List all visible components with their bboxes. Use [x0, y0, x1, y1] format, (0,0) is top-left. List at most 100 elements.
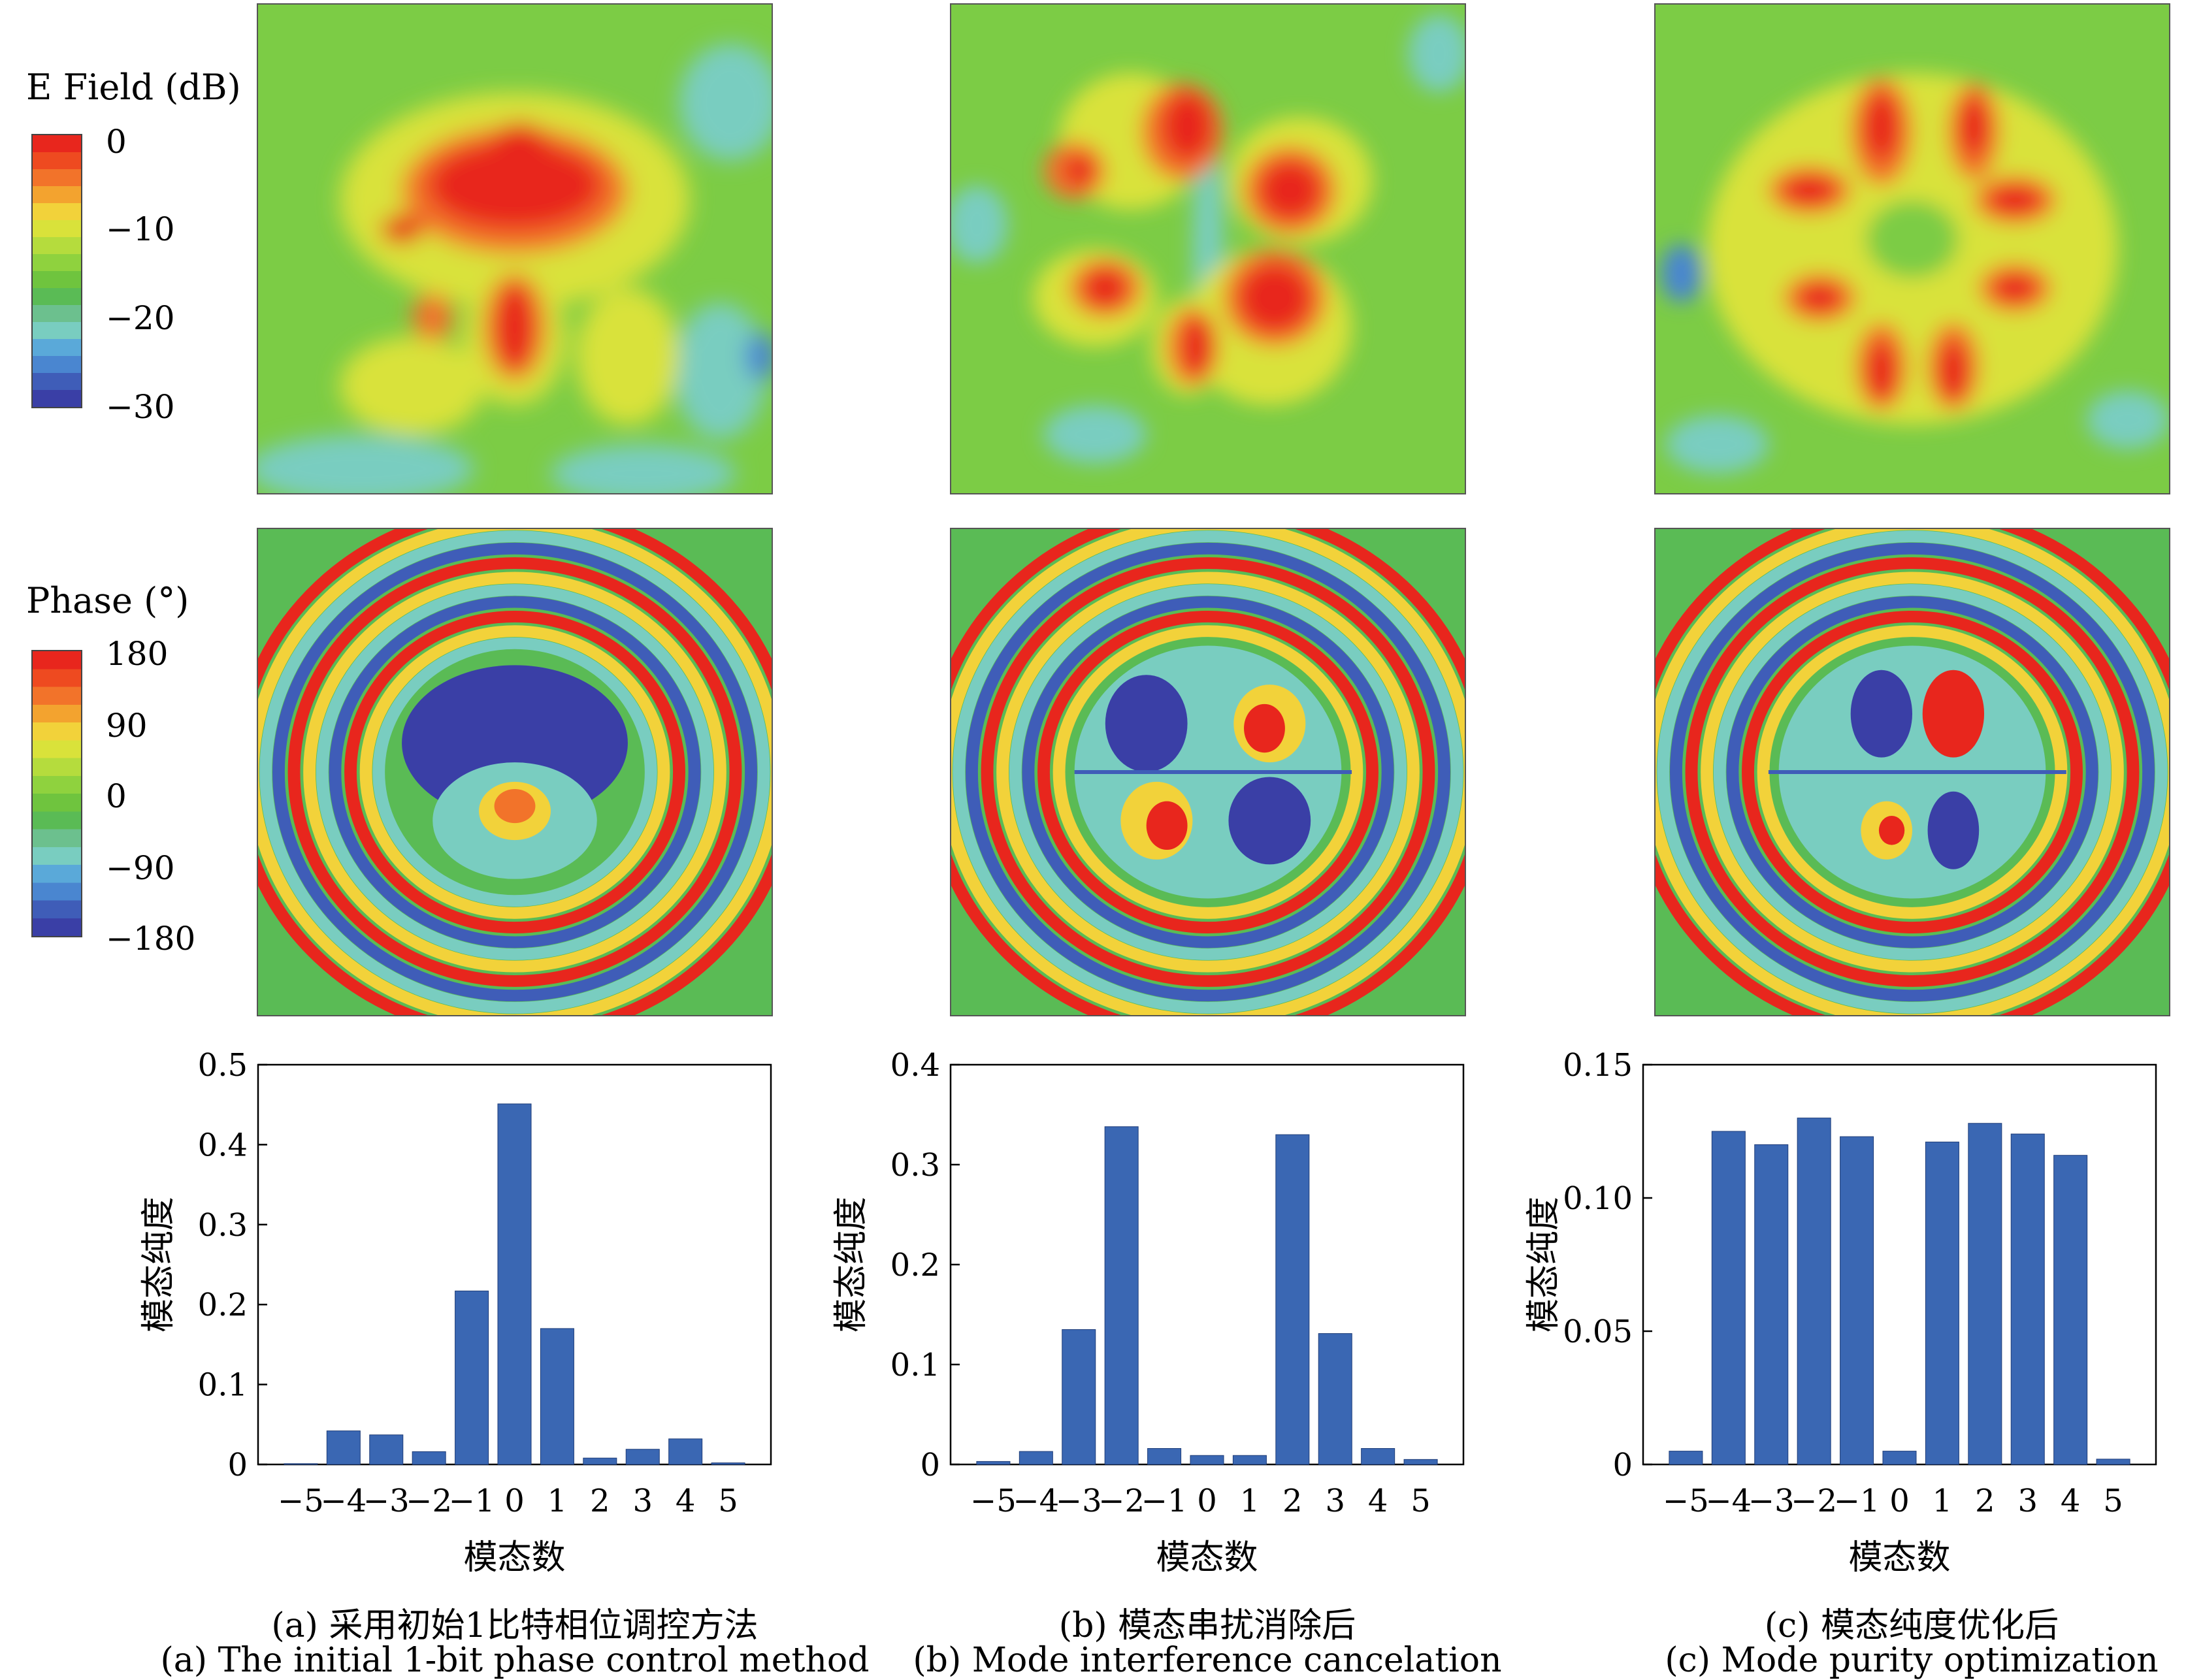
- bar--1: [455, 1290, 489, 1465]
- bar--2: [1797, 1118, 1831, 1465]
- x-tick-label: 5: [1411, 1483, 1431, 1519]
- x-tick-label: 4: [2061, 1483, 2081, 1519]
- y-tick-label: 0.1: [890, 1347, 940, 1383]
- x-tick-label: 4: [1368, 1483, 1388, 1519]
- caption-c-en: (c) Mode purity optimization: [1665, 1641, 2159, 1680]
- bar-4: [668, 1438, 703, 1465]
- x-tick-label: −5: [970, 1483, 1017, 1519]
- caption-b-zh: (b) 模态串扰消除后: [1058, 1606, 1356, 1645]
- x-axis-label: 模态数: [463, 1538, 565, 1577]
- y-tick-label: 0.5: [198, 1047, 248, 1084]
- bar-3: [1318, 1333, 1352, 1465]
- x-tick-label: 0: [504, 1483, 525, 1519]
- x-tick-label: −4: [1013, 1483, 1059, 1519]
- field-map-a: [257, 3, 773, 494]
- x-axis-label: 模态数: [1156, 1538, 1258, 1577]
- x-tick-label: 1: [547, 1483, 568, 1519]
- bar-3: [625, 1449, 660, 1465]
- x-tick-label: 0: [1197, 1483, 1217, 1519]
- y-tick-label: 0.3: [890, 1147, 940, 1184]
- bar-5: [711, 1462, 745, 1465]
- bar-1: [1925, 1141, 1959, 1465]
- y-tick-label: 0: [920, 1447, 940, 1483]
- x-tick-label: −2: [1098, 1483, 1145, 1519]
- caption-b-en: (b) Mode interference cancelation: [913, 1641, 1502, 1680]
- field-colorbar-tick: 0: [106, 123, 127, 161]
- field-colorbar: [31, 134, 82, 408]
- phase-colorbar-title: Phase (°): [26, 580, 189, 621]
- bar-4: [2053, 1155, 2088, 1465]
- bar--5: [976, 1461, 1011, 1465]
- bar-0: [1882, 1451, 1917, 1465]
- y-axis-label: 模态纯度: [139, 1197, 178, 1333]
- caption-a-en: (a) The initial 1-bit phase control meth…: [160, 1641, 870, 1680]
- x-tick-label: −3: [1748, 1483, 1795, 1519]
- phase-colorbar-tick: −90: [106, 849, 175, 887]
- x-tick-label: 5: [2103, 1483, 2123, 1519]
- y-tick-label: 0.2: [198, 1287, 248, 1323]
- phase-colorbar-tick: 0: [106, 777, 127, 815]
- y-tick-label: 0.3: [198, 1207, 248, 1244]
- bar-2: [1968, 1123, 2002, 1465]
- y-tick-label: 0: [1612, 1447, 1633, 1483]
- y-tick-label: 0.4: [890, 1047, 940, 1084]
- bar--3: [1062, 1329, 1096, 1465]
- x-tick-label: 5: [718, 1483, 738, 1519]
- caption-c-zh: (c) 模态纯度优化后: [1764, 1606, 2059, 1645]
- field-colorbar-tick: −10: [106, 210, 175, 248]
- phase-map-b: [950, 528, 1466, 1016]
- bar--3: [369, 1434, 404, 1465]
- bar--1: [1147, 1448, 1182, 1465]
- x-tick-label: 3: [632, 1483, 653, 1519]
- x-tick-label: 2: [1282, 1483, 1303, 1519]
- x-tick-label: −2: [1791, 1483, 1837, 1519]
- y-tick-label: 0.05: [1563, 1314, 1633, 1350]
- y-axis-label: 模态纯度: [1524, 1197, 1563, 1333]
- x-tick-label: 2: [1975, 1483, 1995, 1519]
- bar-5: [1403, 1459, 1438, 1465]
- bar--2: [412, 1451, 446, 1465]
- y-tick-label: 0: [227, 1447, 248, 1483]
- x-tick-label: 4: [676, 1483, 696, 1519]
- bar-1: [1232, 1455, 1267, 1465]
- bar--4: [1019, 1451, 1053, 1465]
- bar-4: [1361, 1448, 1395, 1465]
- phase-map-a: [257, 528, 773, 1016]
- y-tick-label: 0.1: [198, 1367, 248, 1404]
- phase-colorbar-tick: 90: [106, 707, 148, 745]
- phase-colorbar-tick: 180: [106, 635, 169, 673]
- x-tick-label: 3: [2017, 1483, 2038, 1519]
- x-tick-label: −4: [320, 1483, 367, 1519]
- phase-colorbar: [31, 650, 82, 937]
- bar-0: [497, 1103, 532, 1465]
- x-tick-label: 1: [1933, 1483, 1953, 1519]
- x-tick-label: −3: [1056, 1483, 1102, 1519]
- phase-map-c: [1654, 528, 2170, 1016]
- bar-1: [540, 1328, 574, 1465]
- x-tick-label: −5: [278, 1483, 324, 1519]
- field-colorbar-tick: −20: [106, 299, 175, 337]
- plot-frame: [949, 1063, 1465, 1466]
- bar-3: [2010, 1133, 2045, 1465]
- x-tick-label: 0: [1889, 1483, 1910, 1519]
- bar--4: [326, 1430, 361, 1465]
- field-map-b: [950, 3, 1466, 494]
- field-colorbar-tick: −30: [106, 388, 175, 426]
- y-tick-label: 0.4: [198, 1127, 248, 1163]
- x-tick-label: 3: [1325, 1483, 1345, 1519]
- y-tick-label: 0.15: [1563, 1047, 1633, 1084]
- phase-colorbar-tick: −180: [106, 920, 196, 958]
- bar--4: [1711, 1131, 1746, 1465]
- x-tick-label: −1: [1141, 1483, 1188, 1519]
- bar-2: [583, 1457, 617, 1465]
- x-tick-label: −1: [449, 1483, 495, 1519]
- x-tick-label: 1: [1240, 1483, 1260, 1519]
- x-axis-label: 模态数: [1848, 1538, 1950, 1577]
- x-tick-label: 2: [590, 1483, 610, 1519]
- y-axis-label: 模态纯度: [832, 1197, 871, 1333]
- bar--1: [1840, 1136, 1874, 1465]
